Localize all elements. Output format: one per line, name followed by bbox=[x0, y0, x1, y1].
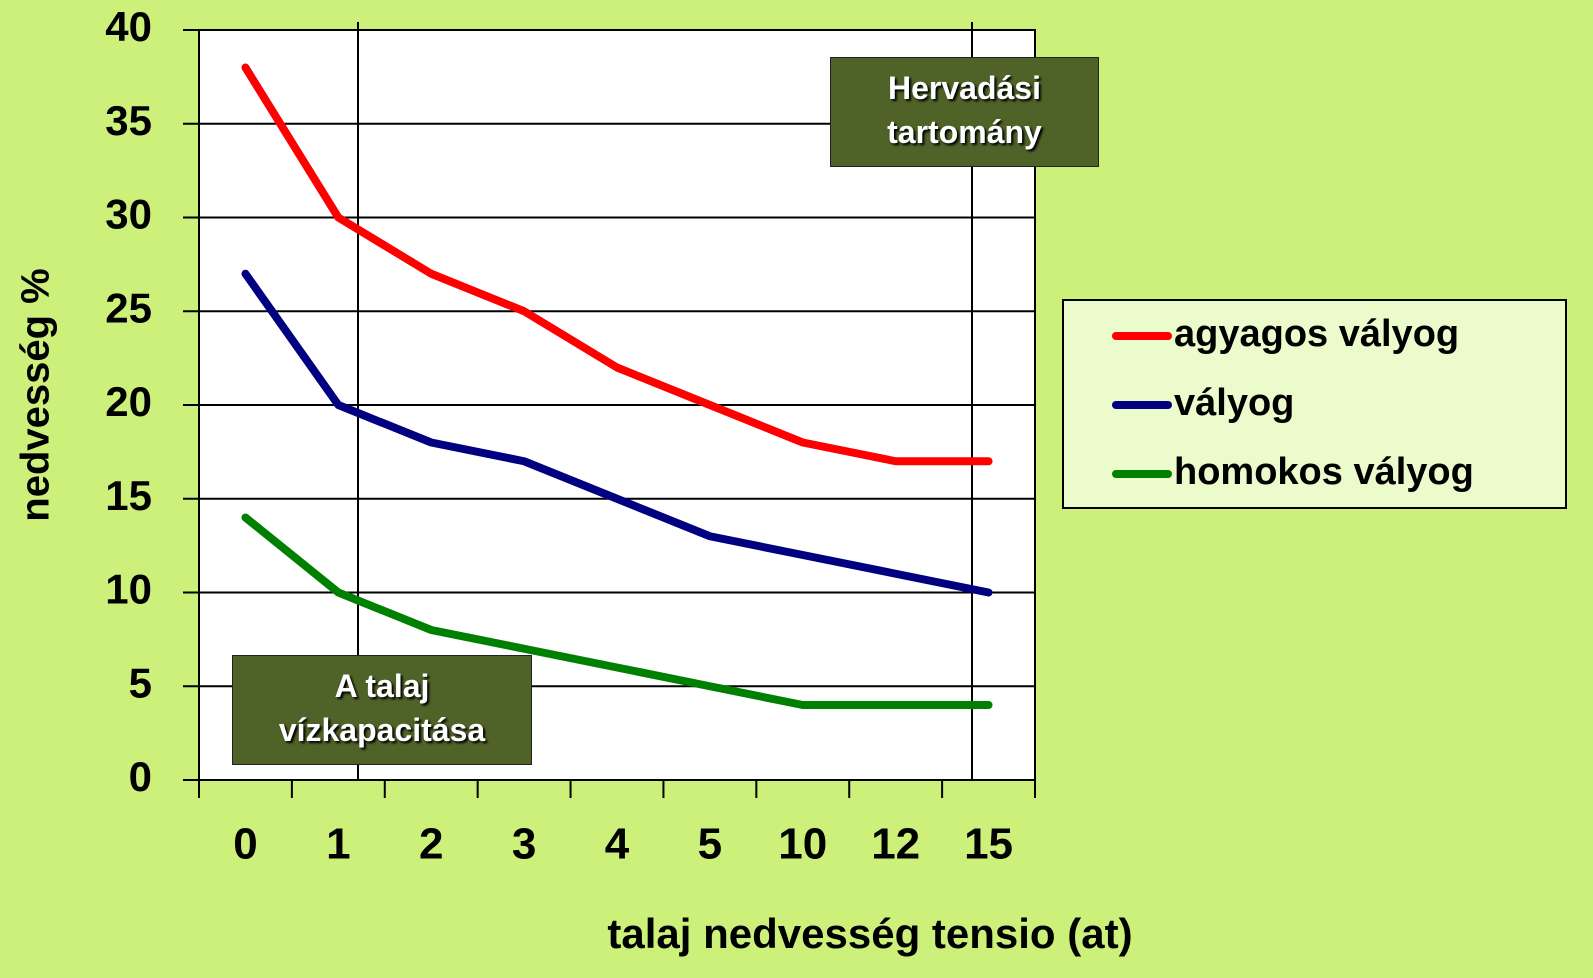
legend-label: vályog bbox=[1174, 382, 1294, 424]
x-axis-label: talaj nedvesség tensio (at) bbox=[607, 910, 1132, 957]
x-tick-label: 5 bbox=[698, 820, 722, 869]
x-tick-label: 15 bbox=[964, 820, 1013, 869]
x-tick-label: 4 bbox=[605, 820, 630, 869]
y-tick-label: 20 bbox=[105, 378, 152, 425]
y-tick-label: 10 bbox=[105, 566, 152, 613]
x-tick-label: 1 bbox=[326, 820, 350, 869]
x-tick-label: 0 bbox=[233, 820, 257, 869]
annotation: A talaj vízkapacitása bbox=[232, 655, 532, 765]
x-tick-label: 10 bbox=[778, 820, 827, 869]
plot-frame bbox=[198, 29, 1036, 781]
y-tick-label: 15 bbox=[105, 472, 152, 519]
x-tick-label: 3 bbox=[512, 820, 536, 869]
legend-label: agyagos vályog bbox=[1174, 313, 1459, 355]
series-line bbox=[241, 269, 993, 597]
y-tick-label: 40 bbox=[105, 3, 152, 50]
y-axis-label: nedvesség % bbox=[14, 268, 58, 521]
y-tick-label: 5 bbox=[129, 659, 152, 706]
series-line bbox=[241, 513, 993, 709]
x-tick-label: 2 bbox=[419, 820, 443, 869]
y-tick-label: 0 bbox=[129, 753, 152, 800]
y-tick-label: 35 bbox=[105, 97, 152, 144]
x-tick-label: 12 bbox=[871, 820, 920, 869]
y-tick-label: 25 bbox=[105, 284, 152, 331]
annotation: Hervadási tartomány bbox=[830, 57, 1099, 167]
y-tick-label: 30 bbox=[105, 191, 152, 238]
legend-label: homokos vályog bbox=[1174, 451, 1474, 493]
series-line bbox=[241, 63, 993, 466]
